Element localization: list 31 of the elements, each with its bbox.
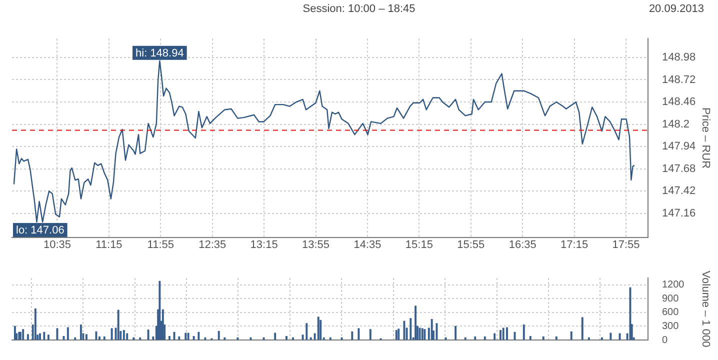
y-tick-label: 148.72 bbox=[662, 74, 696, 86]
x-tick-label: 15:55 bbox=[457, 239, 485, 252]
x-tick-label: 10:35 bbox=[43, 239, 72, 252]
chart-subtitle: Session: 10:00 – 18:45 bbox=[302, 3, 416, 15]
annotation: lo: 147.06 bbox=[16, 224, 64, 237]
x-tick-label: 12:35 bbox=[198, 239, 226, 252]
y-axis-title: Price – RUR bbox=[699, 107, 712, 169]
x-tick-label: 17:55 bbox=[612, 239, 640, 252]
y-tick-label: 300 bbox=[662, 320, 680, 332]
annotation: hi: 148.94 bbox=[136, 47, 184, 60]
x-tick-label: 15:15 bbox=[405, 239, 433, 252]
y-tick-label: 147.42 bbox=[662, 185, 696, 198]
text: 20.09.2013 bbox=[648, 3, 704, 15]
y-tick-label: 148.46 bbox=[662, 96, 696, 108]
x-tick-label: 11:15 bbox=[96, 239, 122, 252]
y-tick-label: 1200 bbox=[662, 280, 685, 291]
y-tick-label: 0 bbox=[662, 334, 668, 346]
x-tick-label: 13:55 bbox=[302, 239, 330, 252]
y-tick-label: 148.2 bbox=[662, 118, 690, 130]
x-tick-label: 17:15 bbox=[560, 239, 588, 252]
y-tick-label: 600 bbox=[662, 307, 680, 318]
x-tick-label: 14:35 bbox=[354, 239, 382, 252]
y-tick-label: 147.68 bbox=[662, 162, 696, 175]
y-tick-label: 148.98 bbox=[662, 51, 696, 64]
x-tick-label: 16:35 bbox=[508, 239, 536, 252]
x-tick-label: 13:15 bbox=[250, 239, 278, 252]
y-axis-title: Volume – 1 000 bbox=[699, 270, 712, 348]
y-tick-label: 147.16 bbox=[662, 207, 696, 220]
y-tick-label: 900 bbox=[662, 293, 680, 304]
y-tick-label: 147.94 bbox=[662, 140, 696, 153]
x-tick-label: 11:55 bbox=[147, 239, 174, 252]
